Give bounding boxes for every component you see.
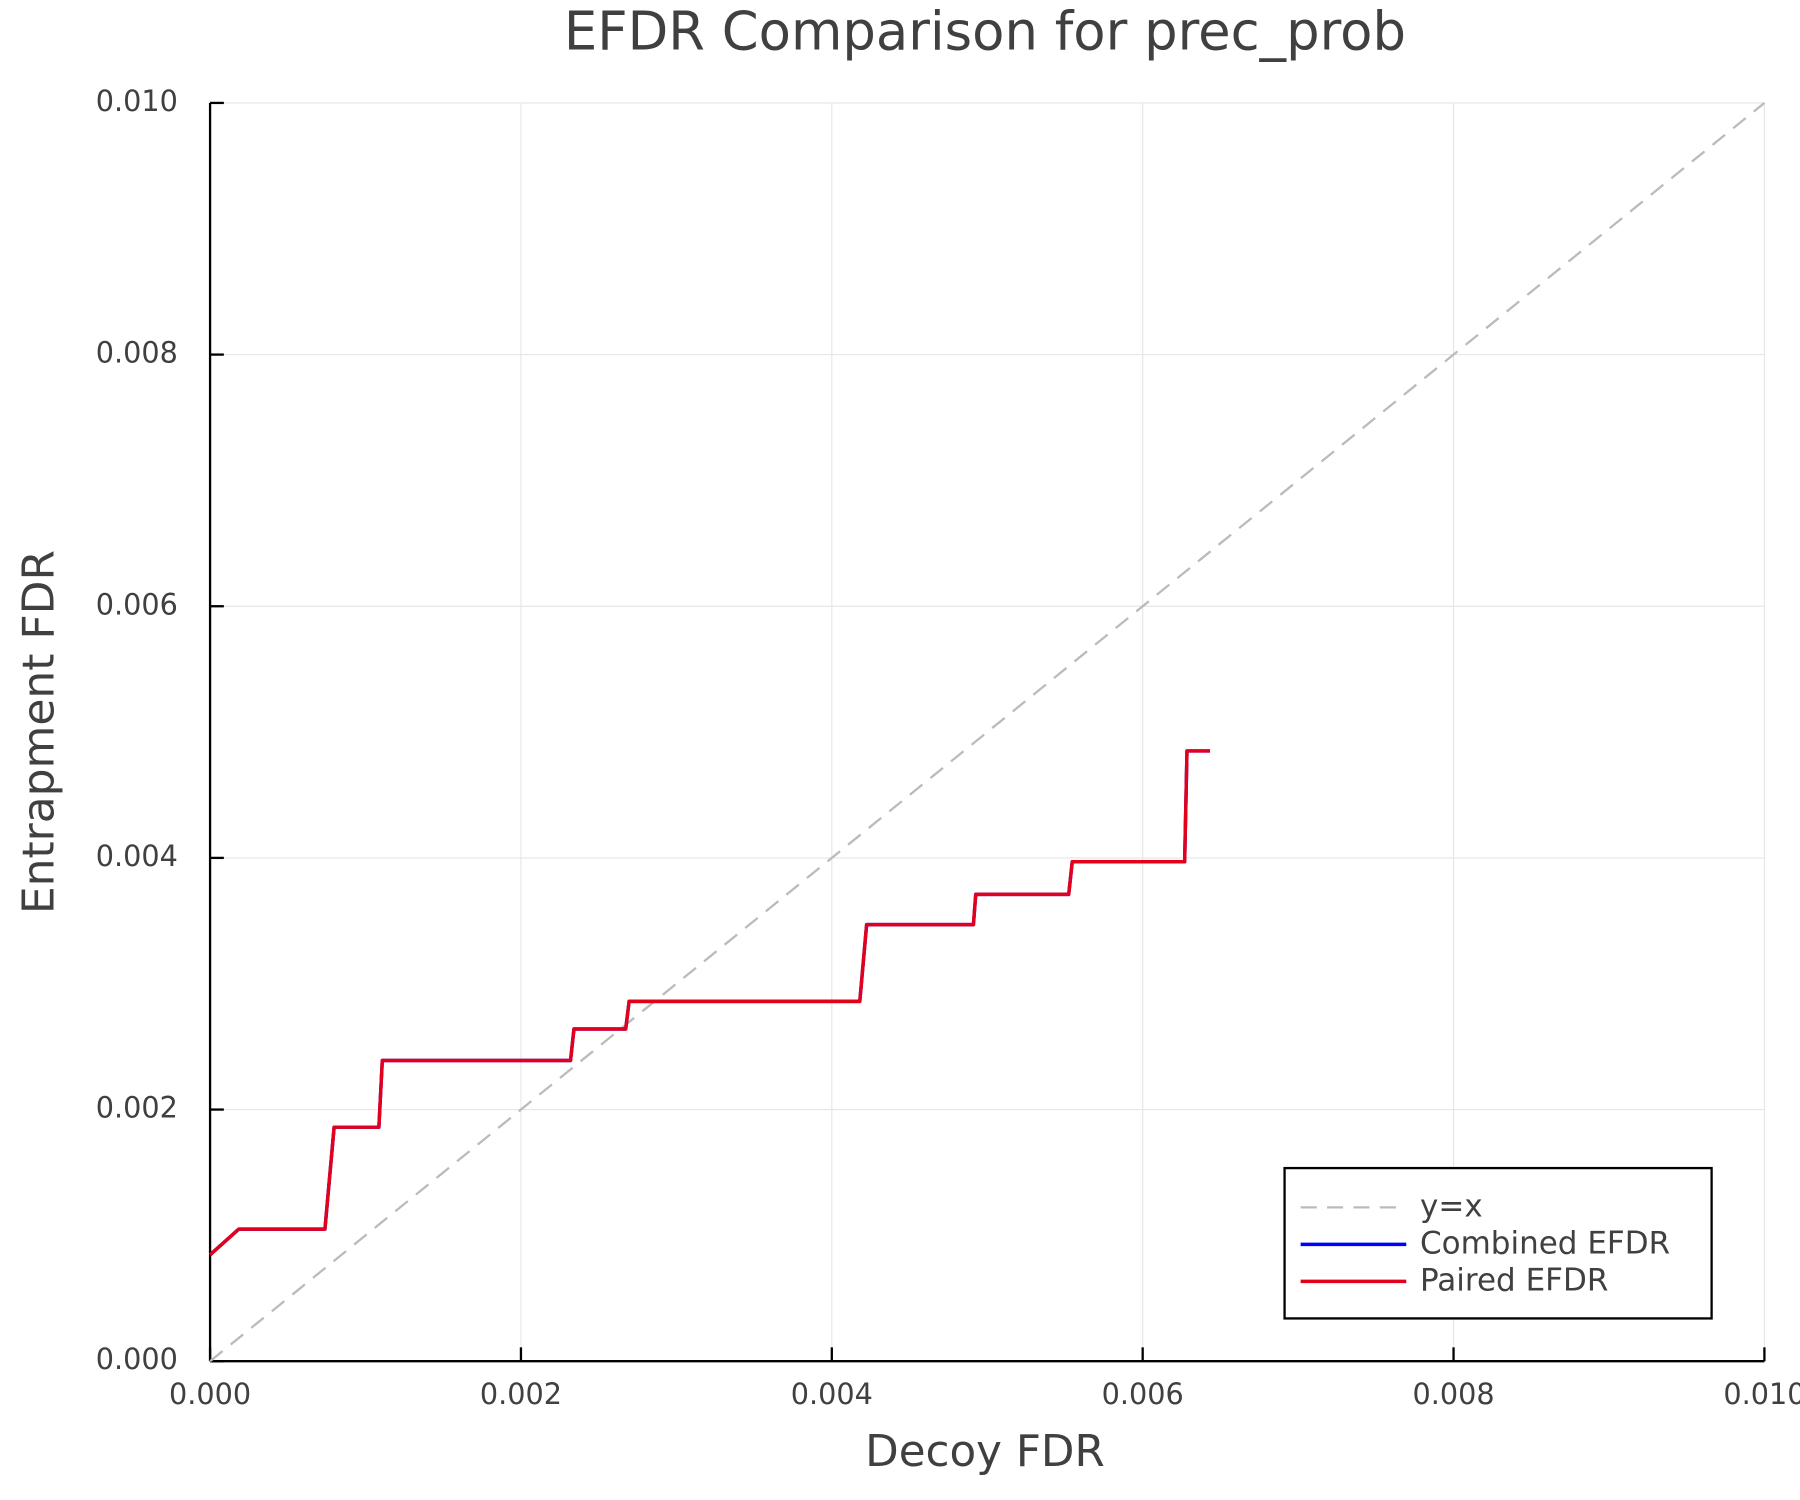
legend-label: Paired EFDR [1420,1262,1608,1298]
y-tick-label: 0.006 [96,587,178,621]
x-tick-label: 0.002 [480,1377,562,1411]
x-axis-label: Decoy FDR [865,1426,1105,1477]
chart-title: EFDR Comparison for prec_prob [564,1,1406,62]
y-tick-label: 0.008 [96,336,178,370]
y-tick-label: 0.010 [96,84,178,118]
y-tick-label: 0.004 [96,839,178,873]
legend-box [1283,1166,1713,1320]
legend-label: Combined EFDR [1420,1225,1670,1261]
y-tick-label: 0.000 [96,1342,178,1376]
x-tick-label: 0.000 [169,1377,251,1411]
series-line [209,102,1766,1363]
legend-label: y=x [1420,1188,1483,1224]
y-tick-label: 0.002 [96,1090,178,1124]
y-axis-label: Entrapment FDR [13,550,64,914]
x-tick-label: 0.006 [1102,1377,1184,1411]
x-tick-label: 0.010 [1723,1377,1800,1411]
x-tick-label: 0.008 [1412,1377,1494,1411]
series-line [208,749,1210,1257]
x-tick-label: 0.004 [791,1377,873,1411]
